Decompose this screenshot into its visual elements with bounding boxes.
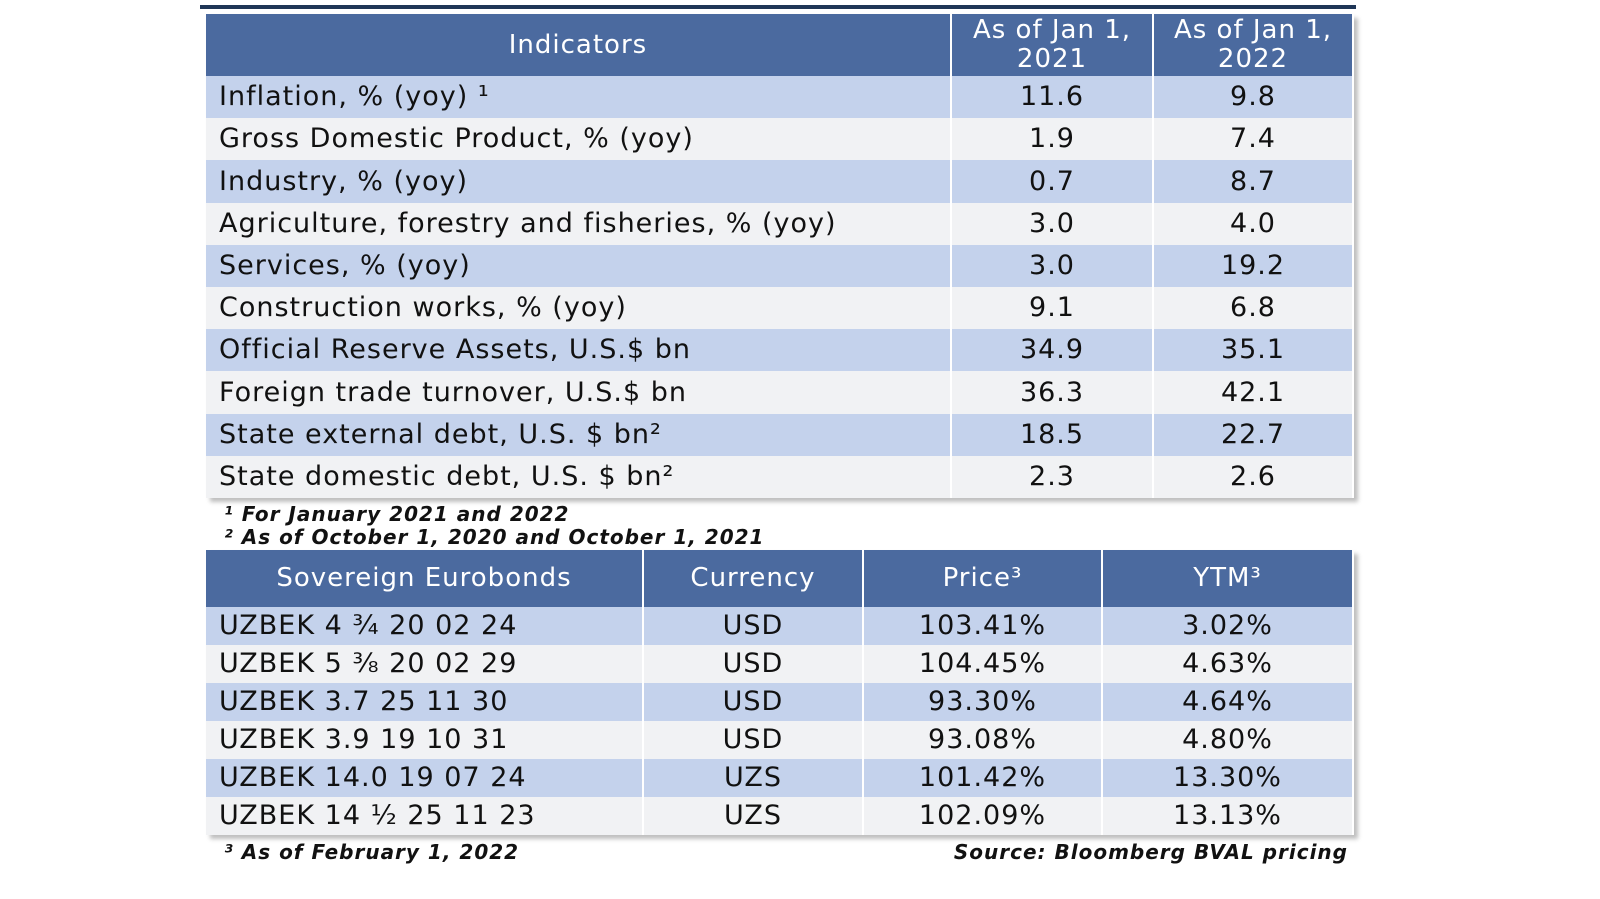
cell: 4.63% <box>1103 645 1354 683</box>
cell: UZS <box>644 759 864 797</box>
header-row: Indicators As of Jan 1, 2021 As of Jan 1, … <box>206 14 1354 76</box>
table-row: State external debt, U.S. $ bn² 18.5 22.7 <box>206 413 1354 456</box>
cell: 103.41% <box>864 607 1103 645</box>
table-row: Construction works, % (yoy) 9.1 6.8 <box>206 286 1354 330</box>
cell: 2.6 <box>1154 455 1354 498</box>
footnote: ² As of October 1, 2020 and October 1, 2… <box>224 525 765 549</box>
table-row: Industry, % (yoy) 0.7 8.7 <box>206 160 1354 203</box>
table-row: UZBEK 3.7 25 11 30 USD 93.30% 4.64% <box>206 683 1354 721</box>
cell: 13.30% <box>1103 759 1354 797</box>
cell: 9.8 <box>1154 76 1354 119</box>
cell: Construction works, % (yoy) <box>206 286 952 330</box>
cell: State external debt, U.S. $ bn² <box>206 413 952 456</box>
cell: UZBEK 3.9 19 10 31 <box>206 721 644 759</box>
table-row: Gross Domestic Product, % (yoy) 1.9 7.4 <box>206 118 1354 161</box>
cell: 0.7 <box>952 160 1154 203</box>
cell: 4.0 <box>1154 202 1354 245</box>
cell: UZS <box>644 797 864 835</box>
table-row: Inflation, % (yoy) ¹ 11.6 9.8 <box>206 76 1354 119</box>
table-row: Agriculture, forestry and fisheries, % (… <box>206 202 1354 245</box>
cell: 18.5 <box>952 413 1154 456</box>
header-cell: As of Jan 1, 2022 <box>1154 14 1354 76</box>
cell: 36.3 <box>952 371 1154 414</box>
cell: 11.6 <box>952 76 1154 119</box>
cell: Foreign trade turnover, U.S.$ bn <box>206 371 952 414</box>
cell: 19.2 <box>1154 244 1354 287</box>
cell: USD <box>644 645 864 683</box>
table-row: UZBEK 14 ½ 25 11 23 UZS 102.09% 13.13% <box>206 797 1354 835</box>
cell: Inflation, % (yoy) ¹ <box>206 76 952 119</box>
cell: 7.4 <box>1154 118 1354 161</box>
cell: UZBEK 14 ½ 25 11 23 <box>206 797 644 835</box>
cell: USD <box>644 607 864 645</box>
cell: 4.80% <box>1103 721 1354 759</box>
cell: UZBEK 14.0 19 07 24 <box>206 759 644 797</box>
cell: USD <box>644 721 864 759</box>
table-row: UZBEK 5 ⅜ 20 02 29 USD 104.45% 4.63% <box>206 645 1354 683</box>
table-row: UZBEK 3.9 19 10 31 USD 93.08% 4.80% <box>206 721 1354 759</box>
source-note: Source: Bloomberg BVAL pricing <box>953 840 1348 864</box>
header-cell: Indicators <box>206 14 952 76</box>
cell: Industry, % (yoy) <box>206 160 952 203</box>
cell: UZBEK 3.7 25 11 30 <box>206 683 644 721</box>
cell: USD <box>644 683 864 721</box>
cell: 104.45% <box>864 645 1103 683</box>
cell: 93.08% <box>864 721 1103 759</box>
eurobonds-table: Sovereign Eurobonds Currency Price³ YTM³ UZB… <box>206 550 1354 835</box>
cell: 102.09% <box>864 797 1103 835</box>
cell: 1.9 <box>952 118 1154 161</box>
cell: 101.42% <box>864 759 1103 797</box>
cell: Official Reserve Assets, U.S.$ bn <box>206 329 952 372</box>
header-cell: YTM³ <box>1103 550 1354 607</box>
cell: 3.0 <box>952 244 1154 287</box>
cell: UZBEK 5 ⅜ 20 02 29 <box>206 645 644 683</box>
cell: 4.64% <box>1103 683 1354 721</box>
table-row: UZBEK 14.0 19 07 24 UZS 101.42% 13.30% <box>206 759 1354 797</box>
cell: 3.0 <box>952 202 1154 245</box>
header-row: Sovereign Eurobonds Currency Price³ YTM³ <box>206 550 1354 607</box>
cell: 2.3 <box>952 455 1154 498</box>
cell: 8.7 <box>1154 160 1354 203</box>
footnote: ¹ For January 2021 and 2022 <box>224 502 570 526</box>
cell: 22.7 <box>1154 413 1354 456</box>
cell: 3.02% <box>1103 607 1354 645</box>
cell: 42.1 <box>1154 371 1354 414</box>
cell: Agriculture, forestry and fisheries, % (… <box>206 202 952 245</box>
table-row: Official Reserve Assets, U.S.$ bn 34.9 35.… <box>206 329 1354 372</box>
header-cell: Sovereign Eurobonds <box>206 550 644 607</box>
table-row: Services, % (yoy) 3.0 19.2 <box>206 244 1354 287</box>
table-row: Foreign trade turnover, U.S.$ bn 36.3 42.1 <box>206 371 1354 414</box>
indicators-table: Indicators As of Jan 1, 2021 As of Jan 1, … <box>206 14 1354 498</box>
header-cell: Currency <box>644 550 864 607</box>
header-cell: As of Jan 1, 2021 <box>952 14 1154 76</box>
cell: Gross Domestic Product, % (yoy) <box>206 118 952 161</box>
cell: 13.13% <box>1103 797 1354 835</box>
footnote: ³ As of February 1, 2022 <box>224 840 520 864</box>
cell: 34.9 <box>952 329 1154 372</box>
cell: State domestic debt, U.S. $ bn² <box>206 455 952 498</box>
cell: 93.30% <box>864 683 1103 721</box>
cell: 35.1 <box>1154 329 1354 372</box>
cell: 6.8 <box>1154 286 1354 330</box>
cell: UZBEK 4 ¾ 20 02 24 <box>206 607 644 645</box>
header-cell: Price³ <box>864 550 1103 607</box>
table-row: UZBEK 4 ¾ 20 02 24 USD 103.41% 3.02% <box>206 607 1354 645</box>
table-row: State domestic debt, U.S. $ bn² 2.3 2.6 <box>206 455 1354 498</box>
cell: Services, % (yoy) <box>206 244 952 287</box>
top-rule <box>200 5 1356 9</box>
cell: 9.1 <box>952 286 1154 330</box>
